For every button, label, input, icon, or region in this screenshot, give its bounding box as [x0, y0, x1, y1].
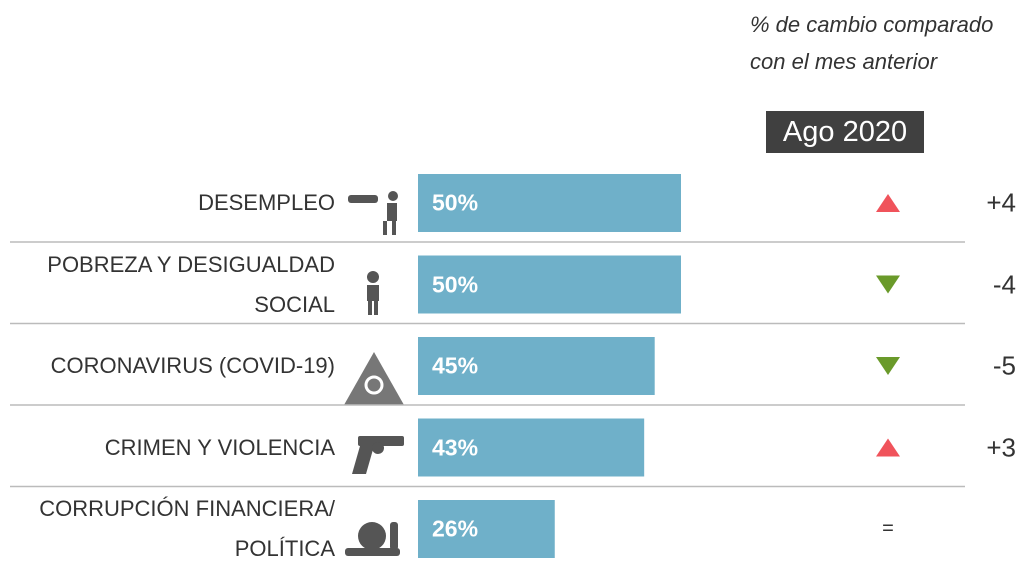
change-arrow — [876, 275, 900, 294]
change-arrow — [876, 438, 900, 457]
change-arrow — [876, 357, 900, 375]
category-label: CRIMEN Y VIOLENCIA — [104, 434, 335, 460]
value-label: 43% — [432, 434, 479, 460]
change-arrow — [876, 194, 900, 212]
period-label: Ago 2020 — [766, 111, 924, 153]
change-label: -5 — [992, 350, 1016, 381]
value-label: 50% — [432, 271, 479, 297]
change-label: +4 — [986, 187, 1016, 218]
icon-biohazard — [344, 352, 404, 405]
bar — [418, 337, 655, 395]
header: % de cambio comparado con el mes anterio… — [750, 12, 994, 74]
category-label: DESEMPLEO — [198, 190, 335, 215]
bar — [418, 255, 681, 314]
icon-money — [345, 522, 400, 556]
icon-unemployment — [348, 191, 398, 235]
value-label: 45% — [432, 352, 479, 379]
category-label: CORONAVIRUS (COVID-19) — [50, 353, 335, 378]
category-label: POBREZA Y DESIGUALDAD SOCIAL — [47, 251, 335, 317]
icon-poverty — [367, 271, 379, 315]
value-label: 50% — [432, 189, 479, 216]
bar — [418, 500, 555, 558]
icon-gun — [352, 436, 404, 474]
change-label: +3 — [986, 432, 1016, 462]
category-label: CORRUPCIÓN FINANCIERA/ POLÍTICA — [39, 496, 335, 561]
icons — [344, 191, 404, 556]
bar — [418, 174, 681, 232]
value-label: 26% — [432, 515, 479, 542]
bar — [418, 418, 645, 477]
change-label: -4 — [992, 269, 1016, 299]
change-label: = — [882, 517, 894, 540]
